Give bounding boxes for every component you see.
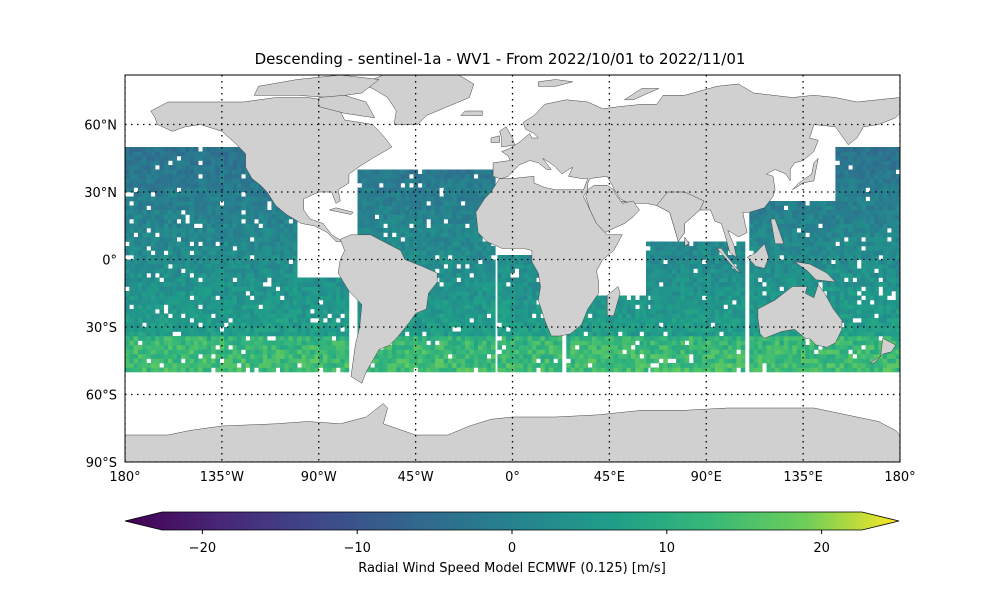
land-novaya-zemlya bbox=[623, 88, 660, 101]
land-new-zealand bbox=[869, 337, 897, 364]
colorbar-tick-label: 0 bbox=[508, 541, 516, 556]
longitude-labels: 180° 135°W 90°W 45°W 0° 45°E 90°E 135°E 180° bbox=[109, 470, 915, 485]
land-arabia-fill bbox=[585, 185, 640, 233]
latitude-labels: 60°N 30°N 0° 30°S 60°S 90°S bbox=[84, 119, 117, 472]
lon-tick-label: 0° bbox=[505, 470, 520, 485]
lon-tick-label: 45°E bbox=[594, 470, 625, 485]
colorbar-tick-label: −10 bbox=[343, 541, 370, 556]
land-japan bbox=[792, 157, 819, 191]
land-canadian-islands bbox=[253, 75, 380, 98]
swath-pacific-west-edge bbox=[835, 147, 900, 373]
colorbar-tick-label: −20 bbox=[189, 541, 216, 556]
colorbar: −20 −10 0 10 20 Radial Wind Speed Model ECMW… bbox=[124, 511, 900, 576]
land-iceland bbox=[460, 110, 483, 116]
lon-tick-label: 180° bbox=[884, 470, 915, 485]
land-india-fill bbox=[656, 191, 705, 243]
land-sri-lanka bbox=[684, 236, 690, 247]
map-title: Descending - sentinel-1a - WV1 - From 20… bbox=[254, 50, 746, 68]
swath-east-pacific bbox=[125, 147, 298, 373]
map-frame bbox=[124, 74, 901, 463]
map-area bbox=[125, 75, 900, 462]
colorbar-label: Radial Wind Speed Model ECMWF (0.125) [m… bbox=[358, 561, 666, 576]
land-madagascar bbox=[606, 286, 621, 317]
lat-tick-label: 60°N bbox=[84, 119, 117, 134]
lat-tick-label: 60°S bbox=[86, 389, 117, 404]
land-baffin bbox=[318, 95, 376, 119]
lat-tick-label: 30°S bbox=[86, 321, 117, 336]
land-new-guinea bbox=[794, 261, 837, 283]
lon-tick-label: 135°E bbox=[783, 470, 823, 485]
land-north-america bbox=[150, 97, 393, 242]
land-borneo bbox=[746, 243, 769, 269]
land-south-america bbox=[337, 234, 438, 384]
gridlines bbox=[125, 75, 900, 462]
swath-south-america-west bbox=[297, 277, 350, 373]
lon-tick-label: 180° bbox=[109, 470, 140, 485]
wind-speed-data-layer bbox=[125, 147, 900, 373]
colorbar-tick-label: 10 bbox=[659, 541, 676, 556]
lat-tick-label: 90°S bbox=[86, 456, 117, 471]
land-philippines bbox=[770, 218, 785, 245]
land-svalbard bbox=[538, 79, 573, 87]
land-sumatra bbox=[716, 248, 741, 274]
land-australia bbox=[757, 283, 843, 348]
land-greenland bbox=[361, 75, 475, 125]
lat-tick-label: 30°N bbox=[84, 186, 117, 201]
colorbar-ticks: −20 −10 0 10 20 bbox=[189, 530, 830, 556]
lat-tick-label: 0° bbox=[102, 254, 117, 269]
lon-tick-label: 135°W bbox=[200, 470, 244, 485]
lon-tick-label: 45°W bbox=[398, 470, 434, 485]
land-uk bbox=[499, 126, 516, 148]
land-cuba bbox=[328, 207, 354, 215]
lon-tick-label: 90°E bbox=[691, 470, 722, 485]
colorbar-tick-label: 20 bbox=[813, 541, 830, 556]
lon-tick-label: 90°W bbox=[301, 470, 337, 485]
land-ireland bbox=[490, 135, 500, 143]
colorbar-gradient bbox=[124, 511, 900, 531]
